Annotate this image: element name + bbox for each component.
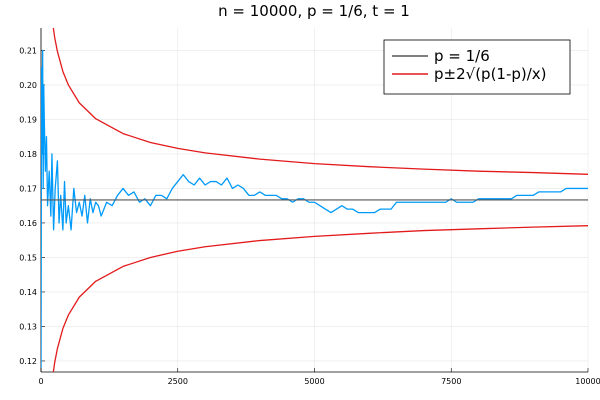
y-tick-label-5: 0.17 [19, 184, 37, 193]
x-tick-label-1: 2500 [168, 377, 188, 386]
y-tick-label-3: 0.15 [19, 253, 37, 262]
y-tick-label-1: 0.13 [19, 322, 37, 331]
chart-title: n = 10000, p = 1/6, t = 1 [218, 2, 410, 20]
x-tick-label-0: 0 [38, 377, 43, 386]
legend-label-0: p = 1/6 [434, 47, 490, 65]
legend-label-1: p±2√(p(1-p)/x) [434, 65, 547, 83]
x-tick-label-2: 5000 [304, 377, 324, 386]
y-tick-label-9: 0.21 [19, 46, 37, 55]
lower-bound-line [52, 225, 588, 372]
y-tick-label-7: 0.19 [19, 115, 37, 124]
upper-bound-line [52, 28, 588, 175]
y-tick-label-8: 0.20 [19, 81, 37, 90]
y-tick-label-0: 0.12 [19, 357, 37, 366]
x-tick-label-4: 10000 [575, 377, 600, 386]
legend: p = 1/6p±2√(p(1-p)/x) [383, 39, 571, 95]
tick-labels: 0 2500 5000 7500 10000 0.12 0.13 0.14 0.15 0.16 0.… [19, 46, 600, 386]
legend-box [383, 39, 571, 95]
y-tick-label-6: 0.18 [19, 150, 37, 159]
series [41, 28, 588, 372]
y-tick-label-2: 0.14 [19, 288, 37, 297]
x-tick-label-3: 7500 [441, 377, 461, 386]
y-tick-label-4: 0.16 [19, 219, 37, 228]
